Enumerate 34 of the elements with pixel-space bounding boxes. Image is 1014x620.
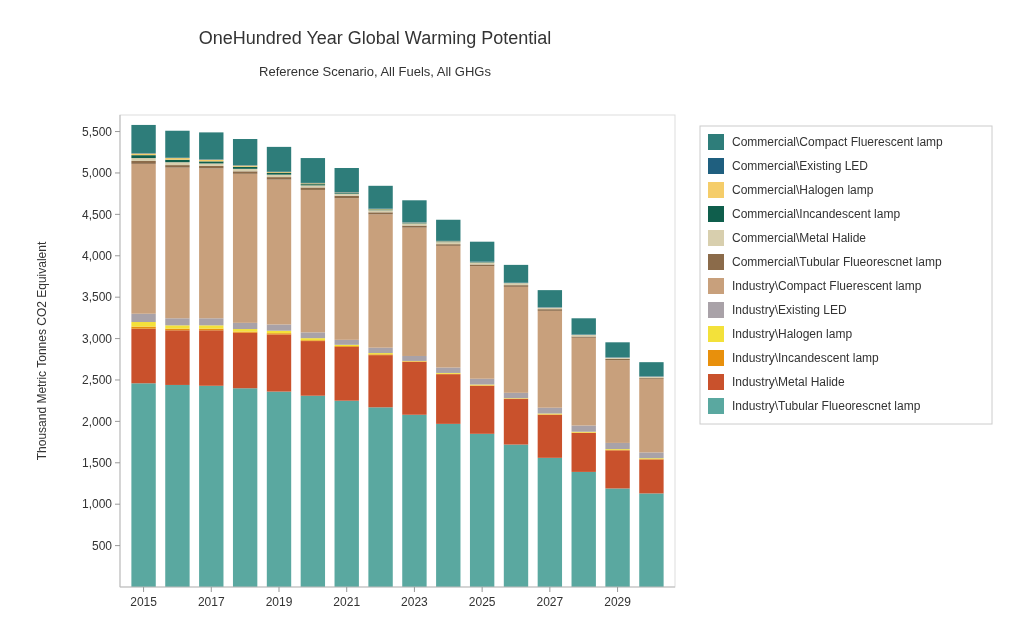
y-tick-label: 5,000: [81, 166, 113, 181]
x-tick-label: 2027: [536, 595, 564, 609]
y-tick-label: 4,000: [81, 248, 113, 263]
y-tick-label: 1,500: [81, 455, 113, 470]
legend-label: Industry\Existing LED: [732, 303, 848, 318]
x-tick-label: 2019: [265, 595, 293, 609]
y-tick-label: 2,000: [81, 414, 113, 429]
legend-label: Industry\Incandescent lamp: [732, 351, 880, 366]
x-tick-label: 2029: [604, 595, 632, 609]
legend-label: Commercial\Existing LED: [732, 159, 869, 174]
y-tick-label: 1,000: [81, 497, 113, 512]
legend-label: Commercial\Metal Halide: [732, 231, 867, 246]
legend-label: Industry\Halogen lamp: [732, 327, 853, 342]
legend-label: Industry\Compact Fluerescent lamp: [732, 279, 922, 294]
y-tick-label: 4,500: [81, 207, 113, 222]
legend-label: Commercial\Halogen lamp: [732, 183, 874, 198]
x-tick-label: 2023: [401, 595, 429, 609]
y-axis-title: Thousand Metric Tonnes CO2 Equivalent: [35, 241, 49, 461]
legend-label: Commercial\Incandescent lamp: [732, 207, 901, 222]
x-tick-label: 2015: [130, 595, 158, 609]
x-tick-label: 2017: [197, 595, 225, 609]
y-tick-label: 3,000: [81, 331, 113, 346]
legend-label: Commercial\Compact Fluerescent lamp: [732, 135, 944, 150]
x-tick-label: 2021: [333, 595, 361, 609]
legend-label: Industry\Metal Halide: [732, 375, 846, 390]
chart-subtitle: Reference Scenario, All Fuels, All GHGs: [259, 64, 492, 79]
x-tick-label: 2025: [468, 595, 496, 609]
y-tick-label: 2,500: [81, 373, 113, 388]
y-tick-label: 3,500: [81, 290, 113, 305]
legend-label: Industry\Tubular Flueorescnet lamp: [732, 399, 921, 414]
legend-label: Commercial\Tubular Flueorescnet lamp: [732, 255, 942, 270]
chart-title: OneHundred Year Global Warming Potential: [198, 28, 552, 48]
y-tick-label: 500: [91, 538, 113, 553]
y-tick-label: 5,500: [81, 124, 113, 139]
